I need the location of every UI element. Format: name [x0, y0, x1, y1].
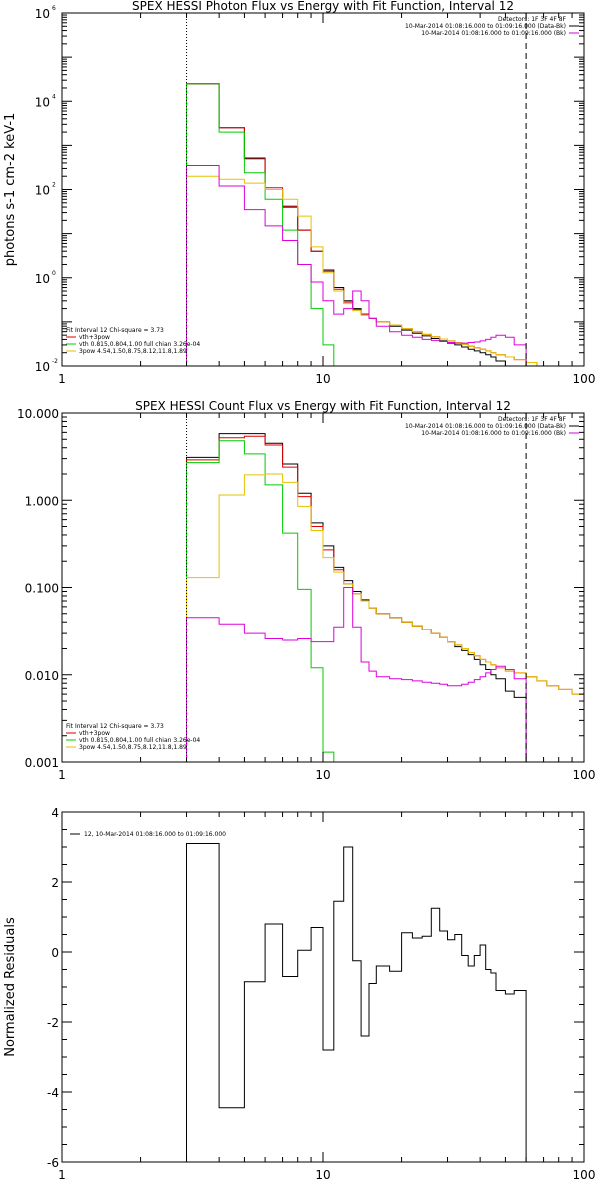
legend-entry: 3pow 4.54,1.50,8.75,8.12,11.8,1.89 [79, 348, 187, 355]
x-tick-label: 1 [58, 768, 66, 782]
series-group [186, 83, 584, 366]
count-flux-panel: SPEX HESSI Count Flux vs Energy with Fit… [17, 399, 595, 782]
y-tick-label: 0.100 [25, 582, 59, 596]
legend-entry: vth+3pow [79, 334, 110, 341]
y-tick-label: 4 [51, 806, 59, 820]
x-tick-label: 100 [573, 1168, 596, 1182]
series-line-thermal [186, 440, 335, 762]
series-line-background_spec [186, 165, 527, 366]
y-tick-label: 10 [35, 272, 50, 286]
y-tick-label: 10 [35, 184, 50, 198]
x-tick-label: 100 [573, 372, 596, 386]
y-axis-label: Normalized Residuals [3, 917, 18, 1057]
residuals-panel: 1 10 100 -6 -4 -2 0 2 4 Normalized Residuals 12, 1… [3, 806, 595, 1182]
series-line-power [186, 175, 584, 366]
y-tick-label: 0.010 [25, 669, 59, 683]
x-tick-label: 1 [58, 372, 66, 386]
legend-entry: 10-Mar-2014 01:08:16.000 to 01:09:16.000… [405, 23, 566, 30]
legend-entry: vth+3pow [79, 730, 110, 737]
legend-entry: Detectors: 1F 3F 4F 8F [498, 416, 567, 423]
photon-flux-panel: SPEX HESSI Photon Flux vs Energy with Fi… [3, 0, 595, 386]
series-group [186, 433, 584, 762]
y-tick-exponent: 0 [52, 270, 56, 277]
y-tick-exponent: -2 [52, 358, 58, 365]
legend-entry: 10-Mar-2014 01:08:16.000 to 01:09:16.000… [421, 30, 566, 37]
y-axis-label: photons s-1 cm-2 keV-1 [3, 113, 18, 267]
y-tick-label: 10 [35, 360, 50, 374]
y-tick-label: 2 [51, 876, 59, 890]
y-tick-label: 10.000 [17, 407, 59, 421]
y-tick-label: 1.000 [25, 494, 59, 508]
x-tick-label: 10 [315, 372, 330, 386]
y-tick-label: 0 [51, 946, 59, 960]
x-tick-label: 10 [315, 768, 330, 782]
legend-entry: vth 0.815,0.804,1.00 full chian 3.26e-04 [79, 737, 200, 744]
y-tick-exponent: 4 [52, 93, 56, 100]
x-tick-label: 10 [315, 1168, 330, 1182]
series-group [186, 843, 527, 1162]
legend-entry: Detectors: 1F 3F 4F 8F [498, 16, 567, 23]
y-tick-label: 0.001 [25, 756, 59, 770]
chart-title: SPEX HESSI Photon Flux vs Energy with Fi… [132, 0, 514, 13]
y-tick-label: -2 [47, 1016, 59, 1030]
legend-entry: 3pow 4.54,1.50,8.75,8.12,11.8,1.89 [79, 744, 187, 751]
y-tick-label: -6 [47, 1156, 59, 1170]
legend-entry: vth 0.815,0.804,1.00 full chian 3.26e-04 [79, 341, 200, 348]
x-tick-label: 1 [58, 1168, 66, 1182]
chart-title: SPEX HESSI Count Flux vs Energy with Fit… [135, 399, 511, 413]
y-tick-exponent: 6 [52, 5, 56, 12]
legend-entry: 10-Mar-2014 01:08:16.000 to 01:09:16.000… [421, 430, 566, 437]
legend-entry: Fit Interval 12 Chi-square = 3.73 [66, 327, 164, 334]
series-line-data [186, 843, 527, 1162]
legend-entry: 10-Mar-2014 01:08:16.000 to 01:09:16.000… [405, 423, 566, 430]
x-tick-label: 100 [573, 768, 596, 782]
series-line-background_spec [186, 587, 527, 762]
legend-entry: Fit Interval 12 Chi-square = 3.73 [66, 723, 164, 730]
y-tick-label: 10 [35, 7, 50, 21]
y-tick-exponent: 2 [52, 182, 56, 189]
legend-entry: 12, 10-Mar-2014 01:08:16.000 to 01:09:16… [84, 831, 226, 838]
y-tick-label: 10 [35, 95, 50, 109]
y-tick-label: -4 [47, 1086, 59, 1100]
